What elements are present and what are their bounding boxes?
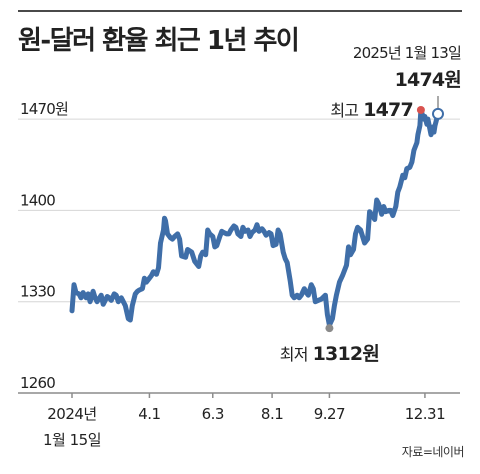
- y-axis-ticks: 1470원 1400 1330 1260: [20, 100, 69, 392]
- x-tick-label-line2: 1월 15일: [43, 431, 101, 449]
- low-point-marker: [325, 324, 334, 333]
- x-tick-label: 2024년: [47, 405, 96, 423]
- y-tick-label: 1400: [20, 191, 55, 209]
- x-tick-label: 9.27: [314, 405, 345, 423]
- low-prefix: 최저: [280, 345, 308, 364]
- high-point-marker: [416, 105, 425, 114]
- latest-value-label: 1474원: [395, 69, 461, 91]
- low-annotation: 최저 1312원: [280, 343, 379, 365]
- source-note: 자료=네이버: [401, 445, 465, 459]
- chart-title: 원-달러 환율 최근 1년 추이: [18, 26, 300, 56]
- low-value: 1312원: [313, 343, 379, 365]
- x-tick-label: 8.1: [261, 405, 283, 423]
- x-tick-label: 12.31: [405, 405, 445, 423]
- y-tick-label: 1330: [20, 283, 55, 301]
- high-value: 1477: [363, 99, 413, 121]
- x-axis-ticks: 2024년 1월 15일 4.1 6.3 8.1 9.27 12.31: [43, 393, 446, 449]
- high-prefix: 최고: [330, 101, 358, 120]
- y-tick-label: 1470원: [20, 100, 68, 118]
- x-tick-label: 4.1: [138, 405, 160, 423]
- exchange-rate-line: [69, 107, 441, 328]
- x-tick-label: 6.3: [202, 405, 224, 423]
- high-annotation: 최고 1477: [330, 99, 413, 121]
- latest-date-label: 2025년 1월 13일: [353, 44, 461, 62]
- y-tick-label: 1260: [20, 374, 55, 392]
- title-rule: [18, 10, 462, 12]
- latest-point-marker: [432, 107, 444, 120]
